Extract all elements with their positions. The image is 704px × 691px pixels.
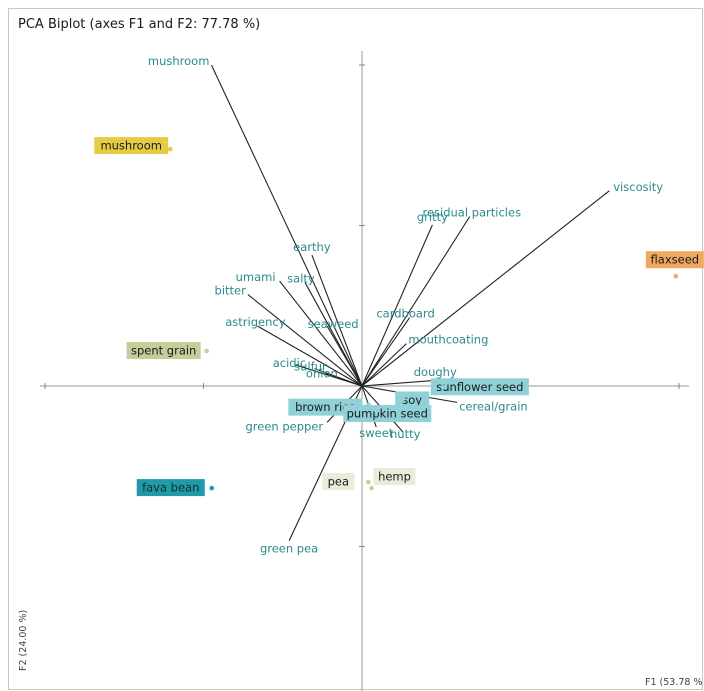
observation-label-box: [322, 472, 355, 490]
observation-label-box: [136, 479, 205, 497]
variable-labels: mushroom viscosity residual particles earth…: [148, 54, 663, 556]
observation-point: [400, 396, 406, 401]
observation-point: [204, 348, 209, 354]
chart-frame: PCA Biplot (axes F1 and F2: 77.78 %) mus…: [8, 8, 704, 691]
observation-label-box: [430, 378, 529, 396]
y-axis-label: F2 (24.00 %): [18, 610, 29, 671]
variable-label: seaweed: [308, 317, 359, 331]
variable-vectors: [210, 64, 610, 541]
observation-fava-bean: fava bean: [136, 479, 215, 497]
variable-label: sulfur: [294, 360, 327, 374]
observation-label: sunflower seed: [436, 380, 523, 394]
observation-point: [167, 146, 173, 152]
observations: mushroom flaxseed spent grain sunflower see…: [94, 137, 704, 497]
vector-viscosity: [361, 190, 610, 387]
observation-label: fava bean: [142, 481, 199, 495]
vector-umami: [279, 280, 363, 387]
observation-label-box: [94, 137, 169, 155]
variable-label: onion: [306, 366, 338, 380]
vector-doughy: [361, 379, 442, 387]
observation-flaxseed: flaxseed: [645, 251, 704, 279]
x-axis-label: F1 (53.78 %: [645, 677, 702, 688]
variable-label: mouthcoating: [408, 333, 488, 347]
variable-label: umami: [236, 270, 276, 284]
vector-earthy: [311, 254, 363, 387]
variable-label: viscosity: [613, 180, 663, 194]
pca-biplot: PCA Biplot (axes F1 and F2: 77.78 %) mus…: [18, 17, 704, 691]
observation-hemp: hemp: [369, 468, 416, 491]
observation-label: soy: [402, 393, 422, 407]
observation-label: mushroom: [100, 139, 162, 153]
vector-residual-particles: [361, 216, 471, 387]
observation-label-box: [126, 342, 201, 360]
vector-cardboard: [361, 317, 411, 387]
observation-pea: pea: [322, 472, 371, 490]
observation-label: pea: [328, 474, 349, 488]
vector-gritty: [361, 224, 433, 387]
observation-label: flaxseed: [651, 253, 700, 267]
variable-label: astrigency: [225, 315, 285, 329]
observation-pumpkin-seed: pumpkin seed: [343, 405, 432, 423]
variable-label: doughy: [414, 365, 457, 379]
observation-point: [369, 485, 374, 491]
variable-label: cereal/grain: [459, 399, 528, 413]
observation-soy: soy: [395, 391, 430, 409]
observation-label-box: [645, 251, 704, 269]
observation-point: [373, 408, 379, 414]
observation-label-box: [343, 405, 432, 423]
variable-label: sweet: [359, 426, 394, 440]
vector-astrigency: [257, 325, 363, 387]
variable-label: bitter: [215, 284, 247, 298]
observation-label: spent grain: [131, 344, 196, 358]
variable-label: cardboard: [376, 307, 434, 321]
vector-onion: [325, 372, 363, 387]
observation-label: pumpkin seed: [347, 407, 428, 421]
observation-label-box: [395, 391, 430, 409]
variable-label: residual particles: [422, 206, 521, 220]
variable-label: mushroom: [148, 54, 210, 68]
observation-label: brown rice: [295, 400, 355, 414]
observation-spent-grain: spent grain: [126, 342, 209, 360]
variable-label: acidic: [273, 356, 306, 370]
variable-label: green pea: [260, 542, 318, 556]
vector-bitter: [247, 294, 363, 387]
variable-label: earthy: [293, 240, 331, 254]
observation-sunflower-seed: sunflower seed: [430, 378, 529, 396]
variable-label: green pepper: [245, 419, 323, 433]
observation-point: [366, 479, 371, 485]
variable-label: gritty: [417, 210, 448, 224]
chart-title: PCA Biplot (axes F1 and F2: 77.78 %): [18, 17, 260, 32]
observation-point: [209, 485, 215, 491]
variable-label: nutty: [390, 427, 421, 441]
observation-label-box: [373, 468, 416, 486]
variable-label: salty: [287, 271, 315, 285]
vector-mouthcoating: [361, 343, 407, 387]
vector-mushroom: [210, 64, 363, 387]
observation-point: [440, 384, 446, 390]
observation-mushroom: mushroom: [94, 137, 173, 155]
observation-label: hemp: [378, 470, 411, 484]
vector-seaweed: [326, 325, 363, 387]
observation-point: [673, 273, 679, 279]
